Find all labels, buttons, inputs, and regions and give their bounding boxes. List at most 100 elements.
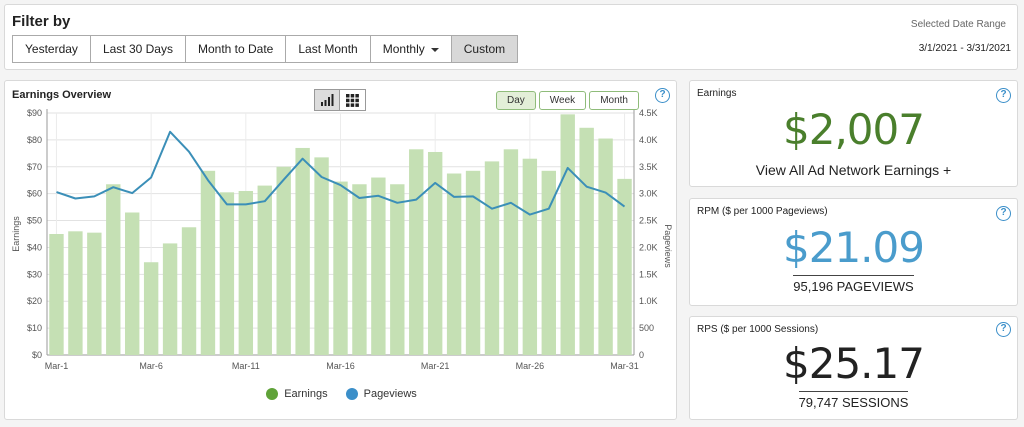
earnings-card: Earnings ? $2,007 View All Ad Network Ea… (689, 80, 1018, 187)
bar-chart-view-button[interactable] (314, 89, 340, 111)
y-right-tick-label: 3.0K (639, 189, 658, 199)
earnings-bar (579, 127, 594, 356)
rpm-help-icon[interactable]: ? (996, 206, 1011, 221)
rps-sessions: 79,747 SESSIONS (690, 391, 1017, 410)
earnings-bar (409, 149, 424, 355)
filter-panel: Filter by Yesterday Last 30 Days Month t… (4, 4, 1018, 70)
legend-earnings[interactable]: Earnings (266, 388, 328, 400)
x-tick-label: Mar-26 (516, 361, 545, 371)
caret-down-icon (430, 47, 439, 52)
x-tick-label: Mar-21 (421, 361, 450, 371)
chart-help-icon[interactable]: ? (655, 88, 670, 103)
y-left-tick-label: $80 (27, 135, 42, 145)
earnings-bar (541, 170, 556, 355)
earnings-bar (352, 184, 367, 355)
earnings-bar (446, 173, 462, 355)
tab-month[interactable]: Month (589, 91, 639, 110)
y-right-tick-label: 2.0K (639, 242, 658, 252)
earnings-card-label: Earnings (697, 88, 737, 99)
earnings-bar (427, 151, 443, 355)
rps-sessions-text: 79,747 SESSIONS (798, 391, 909, 410)
legend-earnings-label: Earnings (284, 388, 328, 400)
y-left-tick-label: $30 (27, 269, 42, 279)
y-right-tick-label: 2.5K (639, 216, 658, 226)
filter-title: Filter by (12, 13, 71, 30)
filter-monthly-label: Monthly (382, 42, 425, 56)
rpm-value: $21.09 (783, 223, 925, 272)
earnings-bar (598, 138, 613, 355)
x-tick-label: Mar-6 (139, 361, 163, 371)
selected-date-range-label: Selected Date Range (910, 19, 1006, 30)
x-tick-label: Mar-16 (326, 361, 355, 371)
y-left-axis-title: Earnings (11, 216, 21, 252)
earnings-bar (219, 192, 235, 355)
y-right-tick-label: 500 (639, 323, 654, 333)
earnings-bar (49, 234, 64, 355)
chart-legend: Earnings Pageviews (5, 388, 678, 400)
filter-monthly-dropdown[interactable]: Monthly (370, 35, 452, 63)
rps-value: $25.17 (783, 339, 925, 388)
pageviews-legend-dot-icon (345, 388, 358, 400)
earnings-bar (68, 231, 83, 355)
earnings-bar (484, 161, 500, 355)
x-tick-label: Mar-31 (610, 361, 639, 371)
x-tick-label: Mar-1 (45, 361, 69, 371)
rpm-pageviews: 95,196 PAGEVIEWS (690, 275, 1017, 294)
y-left-tick-label: $70 (27, 162, 42, 172)
filter-custom-button[interactable]: Custom (451, 35, 519, 63)
earnings-help-icon[interactable]: ? (996, 88, 1011, 103)
earnings-bar (371, 177, 386, 355)
pageviews-line (56, 130, 626, 216)
earnings-bar (257, 185, 272, 355)
earnings-bar (503, 149, 519, 355)
grid-view-button[interactable] (340, 89, 366, 111)
selected-date-range-value: 3/1/2021 - 3/31/2021 (918, 43, 1011, 54)
rps-card: RPS ($ per 1000 Sessions) ? $25.17 79,74… (689, 316, 1018, 420)
earnings-bar (314, 157, 329, 355)
earnings-bar (200, 170, 216, 355)
earnings-bar (238, 190, 254, 355)
legend-pageviews[interactable]: Pageviews (345, 388, 417, 400)
y-left-tick-label: $0 (32, 350, 42, 360)
y-right-tick-label: 4.0K (639, 135, 658, 145)
tab-day[interactable]: Day (496, 91, 536, 110)
rps-help-icon[interactable]: ? (996, 322, 1011, 337)
y-left-tick-label: $50 (27, 216, 42, 226)
filter-last-30-days-button[interactable]: Last 30 Days (90, 35, 186, 63)
earnings-overview-chart: $0 $10 $20 $30 $40 $50 $60 $70 $80 $90 0 500 1.0K 1.5… (11, 108, 673, 371)
y-left-tick-label: $40 (27, 242, 42, 252)
earnings-bar (295, 147, 310, 355)
filter-yesterday-button[interactable]: Yesterday (12, 35, 91, 63)
y-right-tick-label: 3.5K (639, 162, 658, 172)
y-left-tick-label: $20 (27, 296, 42, 306)
view-all-earnings-link[interactable]: View All Ad Network Earnings + (755, 162, 952, 178)
bar-chart-icon (321, 94, 334, 106)
x-tick-label: Mar-11 (232, 361, 260, 371)
earnings-bar (162, 243, 178, 355)
rps-card-label: RPS ($ per 1000 Sessions) (697, 324, 819, 335)
earnings-bar (276, 166, 291, 355)
y-left-tick-label: $60 (27, 189, 42, 199)
earnings-value: $2,007 (783, 105, 925, 154)
filter-button-group: Yesterday Last 30 Days Month to Date Las… (12, 35, 519, 63)
earnings-bar (390, 184, 405, 355)
y-right-tick-label: 0 (639, 350, 644, 360)
period-tabs: Day Week Month (496, 91, 639, 110)
y-left-tick-label: $10 (27, 323, 42, 333)
filter-last-month-button[interactable]: Last Month (286, 35, 371, 63)
grid-icon (346, 93, 359, 107)
rpm-pageviews-text: 95,196 PAGEVIEWS (793, 275, 914, 294)
earnings-bar (125, 212, 140, 355)
tab-week[interactable]: Week (538, 91, 587, 110)
earnings-bar (465, 170, 481, 355)
earnings-bar (560, 114, 575, 355)
chart-view-toggle (314, 89, 366, 111)
y-right-axis-title: Pageviews (663, 224, 673, 268)
earnings-bar (617, 178, 632, 355)
rpm-card: RPM ($ per 1000 Pageviews) ? $21.09 95,1… (689, 198, 1018, 306)
earnings-bar (106, 184, 121, 355)
y-right-tick-label: 4.5K (639, 108, 658, 118)
filter-month-to-date-button[interactable]: Month to Date (185, 35, 287, 63)
earnings-bar (522, 158, 538, 355)
y-right-tick-label: 1.5K (639, 269, 658, 279)
